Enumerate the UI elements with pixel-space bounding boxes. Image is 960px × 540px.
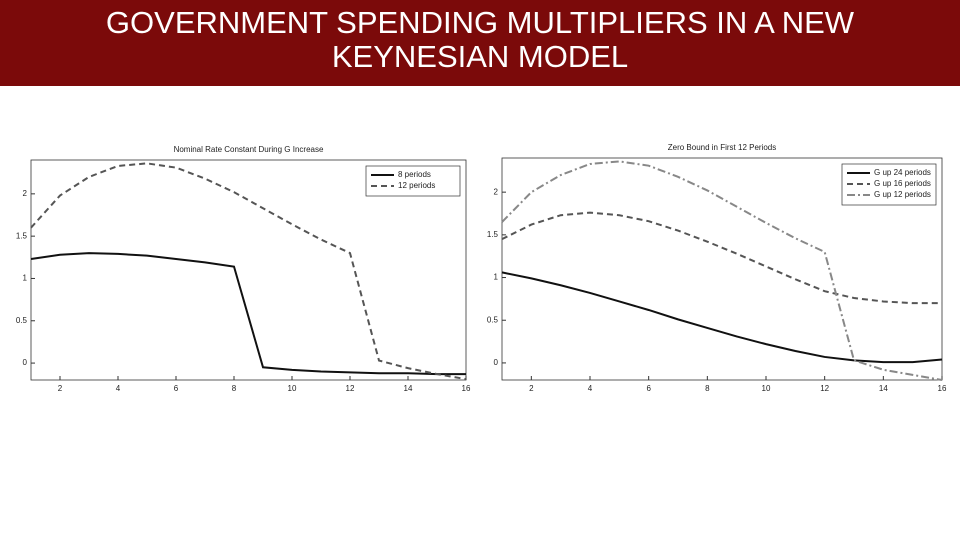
chart-title: Zero Bound in First 12 Periods: [668, 143, 777, 152]
y-tick-label: 0.5: [16, 316, 28, 325]
y-tick-label: 1.5: [487, 230, 499, 239]
x-tick-label: 2: [58, 384, 63, 393]
plot-frame: [501, 157, 943, 381]
series-line: [501, 211, 942, 305]
series-line: [30, 252, 466, 376]
series-line: [501, 160, 943, 381]
legend-box: [365, 165, 461, 197]
legend-label: 8 periods: [398, 170, 431, 179]
y-tick-label: 0: [494, 358, 499, 367]
y-tick-label: 2: [23, 189, 28, 198]
x-tick-label: 2: [529, 384, 534, 393]
x-tick-label: 8: [705, 384, 710, 393]
legend-label: G up 12 periods: [874, 190, 931, 199]
x-tick-label: 14: [879, 384, 888, 393]
x-tick-label: 6: [174, 384, 179, 393]
plot-frame: [30, 159, 467, 381]
y-tick-label: 1.5: [16, 231, 28, 240]
x-tick-label: 6: [646, 384, 651, 393]
x-tick-label: 4: [116, 384, 121, 393]
y-tick-label: 0.5: [487, 315, 499, 324]
slide-title: GOVERNMENT SPENDING MULTIPLIERS IN A NEW…: [105, 5, 855, 74]
chart-title: Nominal Rate Constant During G Increase: [174, 145, 324, 154]
series-line: [30, 162, 467, 381]
x-tick-label: 10: [762, 384, 771, 393]
x-tick-label: 12: [346, 384, 355, 393]
x-tick-label: 8: [232, 384, 237, 393]
x-tick-label: 16: [462, 384, 471, 393]
title-bar: GOVERNMENT SPENDING MULTIPLIERS IN A NEW…: [0, 0, 960, 86]
x-tick-label: 16: [938, 384, 947, 393]
y-tick-label: 1: [494, 273, 499, 282]
x-tick-label: 10: [288, 384, 297, 393]
x-tick-label: 4: [588, 384, 593, 393]
y-tick-label: 2: [494, 187, 499, 196]
legend-label: G up 24 periods: [874, 168, 931, 177]
legend-label: G up 16 periods: [874, 179, 931, 188]
y-tick-label: 1: [23, 274, 28, 283]
x-tick-label: 14: [404, 384, 413, 393]
series-line: [501, 271, 943, 364]
y-tick-label: 0: [23, 358, 28, 367]
legend-label: 12 periods: [398, 181, 435, 190]
x-tick-label: 12: [820, 384, 829, 393]
